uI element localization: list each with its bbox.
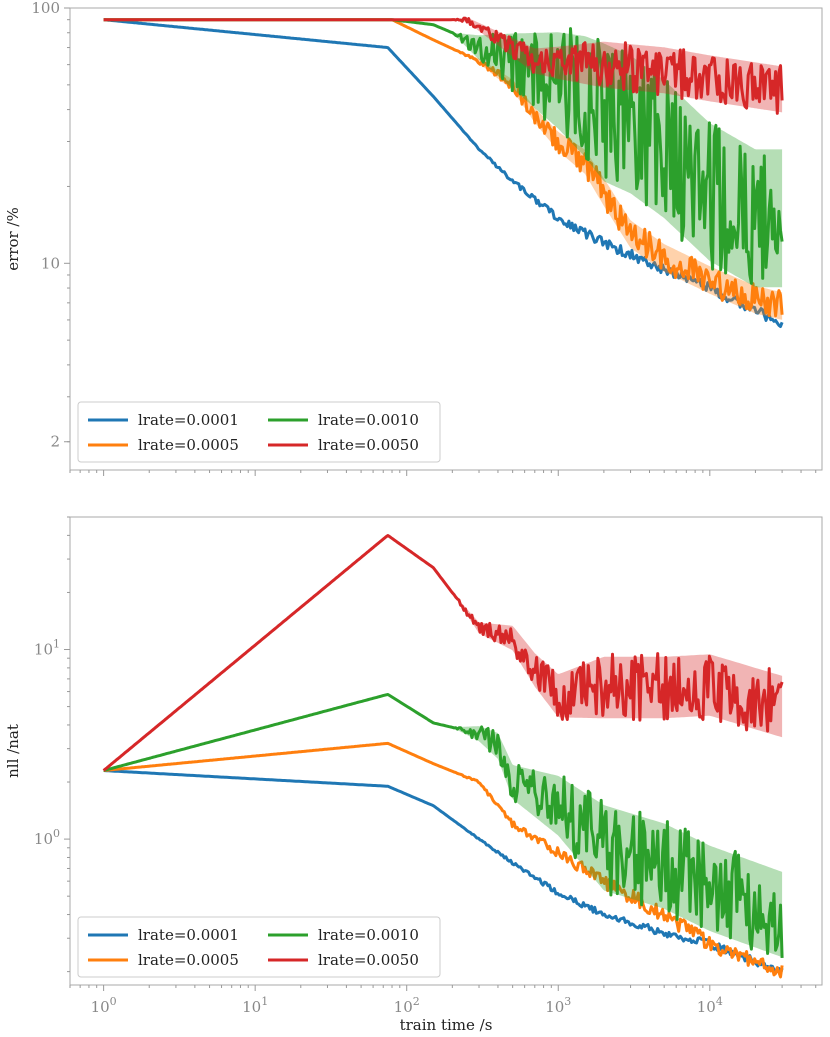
legend-label: lrate=0.0050: [318, 951, 419, 969]
series-line-lrate=0.0001: [103, 769, 784, 976]
nll-panel: 101 100 100 101 102 103 104 nll /nat lrate=0.000…: [4, 516, 823, 1016]
axes-frame: [69, 516, 823, 986]
y-axis-label: error /%: [4, 207, 22, 271]
legend-label: lrate=0.0001: [138, 411, 239, 429]
legend-box: [77, 401, 441, 463]
series-group: [103, 16, 784, 328]
x-tick-label: 101: [242, 995, 268, 1016]
series-band-lrate=0.0005: [103, 19, 783, 320]
y-tick-label: 100: [34, 827, 60, 848]
y-tick-label: 2: [50, 433, 60, 451]
axes-frame: [69, 7, 823, 471]
legend-label: lrate=0.0010: [318, 926, 419, 944]
x-tick-label: 104: [697, 995, 723, 1016]
x-tick-label: 100: [91, 995, 117, 1016]
series-line-lrate=0.0050: [103, 16, 784, 115]
legend-label: lrate=0.0005: [138, 436, 239, 454]
x-tick-label: 102: [394, 995, 420, 1016]
legend: lrate=0.0001 lrate=0.0005 lrate=0.0010 lrat…: [77, 916, 441, 978]
legend-label: lrate=0.0010: [318, 411, 419, 429]
legend-label: lrate=0.0050: [318, 436, 419, 454]
x-axis-label: train time /s: [400, 1016, 493, 1034]
series-band-lrate=0.0050: [103, 535, 783, 771]
y-tick-label: 10: [41, 254, 60, 272]
series-line-lrate=0.0010: [103, 693, 784, 958]
y-tick-label: 101: [34, 638, 60, 659]
y-axis-label: nll /nat: [4, 724, 22, 778]
y-tick-label: 100: [31, 0, 60, 17]
x-tick-label: 103: [545, 995, 571, 1016]
legend-label: lrate=0.0005: [138, 951, 239, 969]
legend-box: [77, 916, 441, 978]
series-line-lrate=0.0050: [102, 534, 784, 772]
series-line-lrate=0.0005: [103, 741, 784, 979]
legend-label: lrate=0.0001: [138, 926, 239, 944]
legend: lrate=0.0001 lrate=0.0005 lrate=0.0010 lrat…: [77, 401, 441, 463]
series-group: [102, 534, 784, 979]
